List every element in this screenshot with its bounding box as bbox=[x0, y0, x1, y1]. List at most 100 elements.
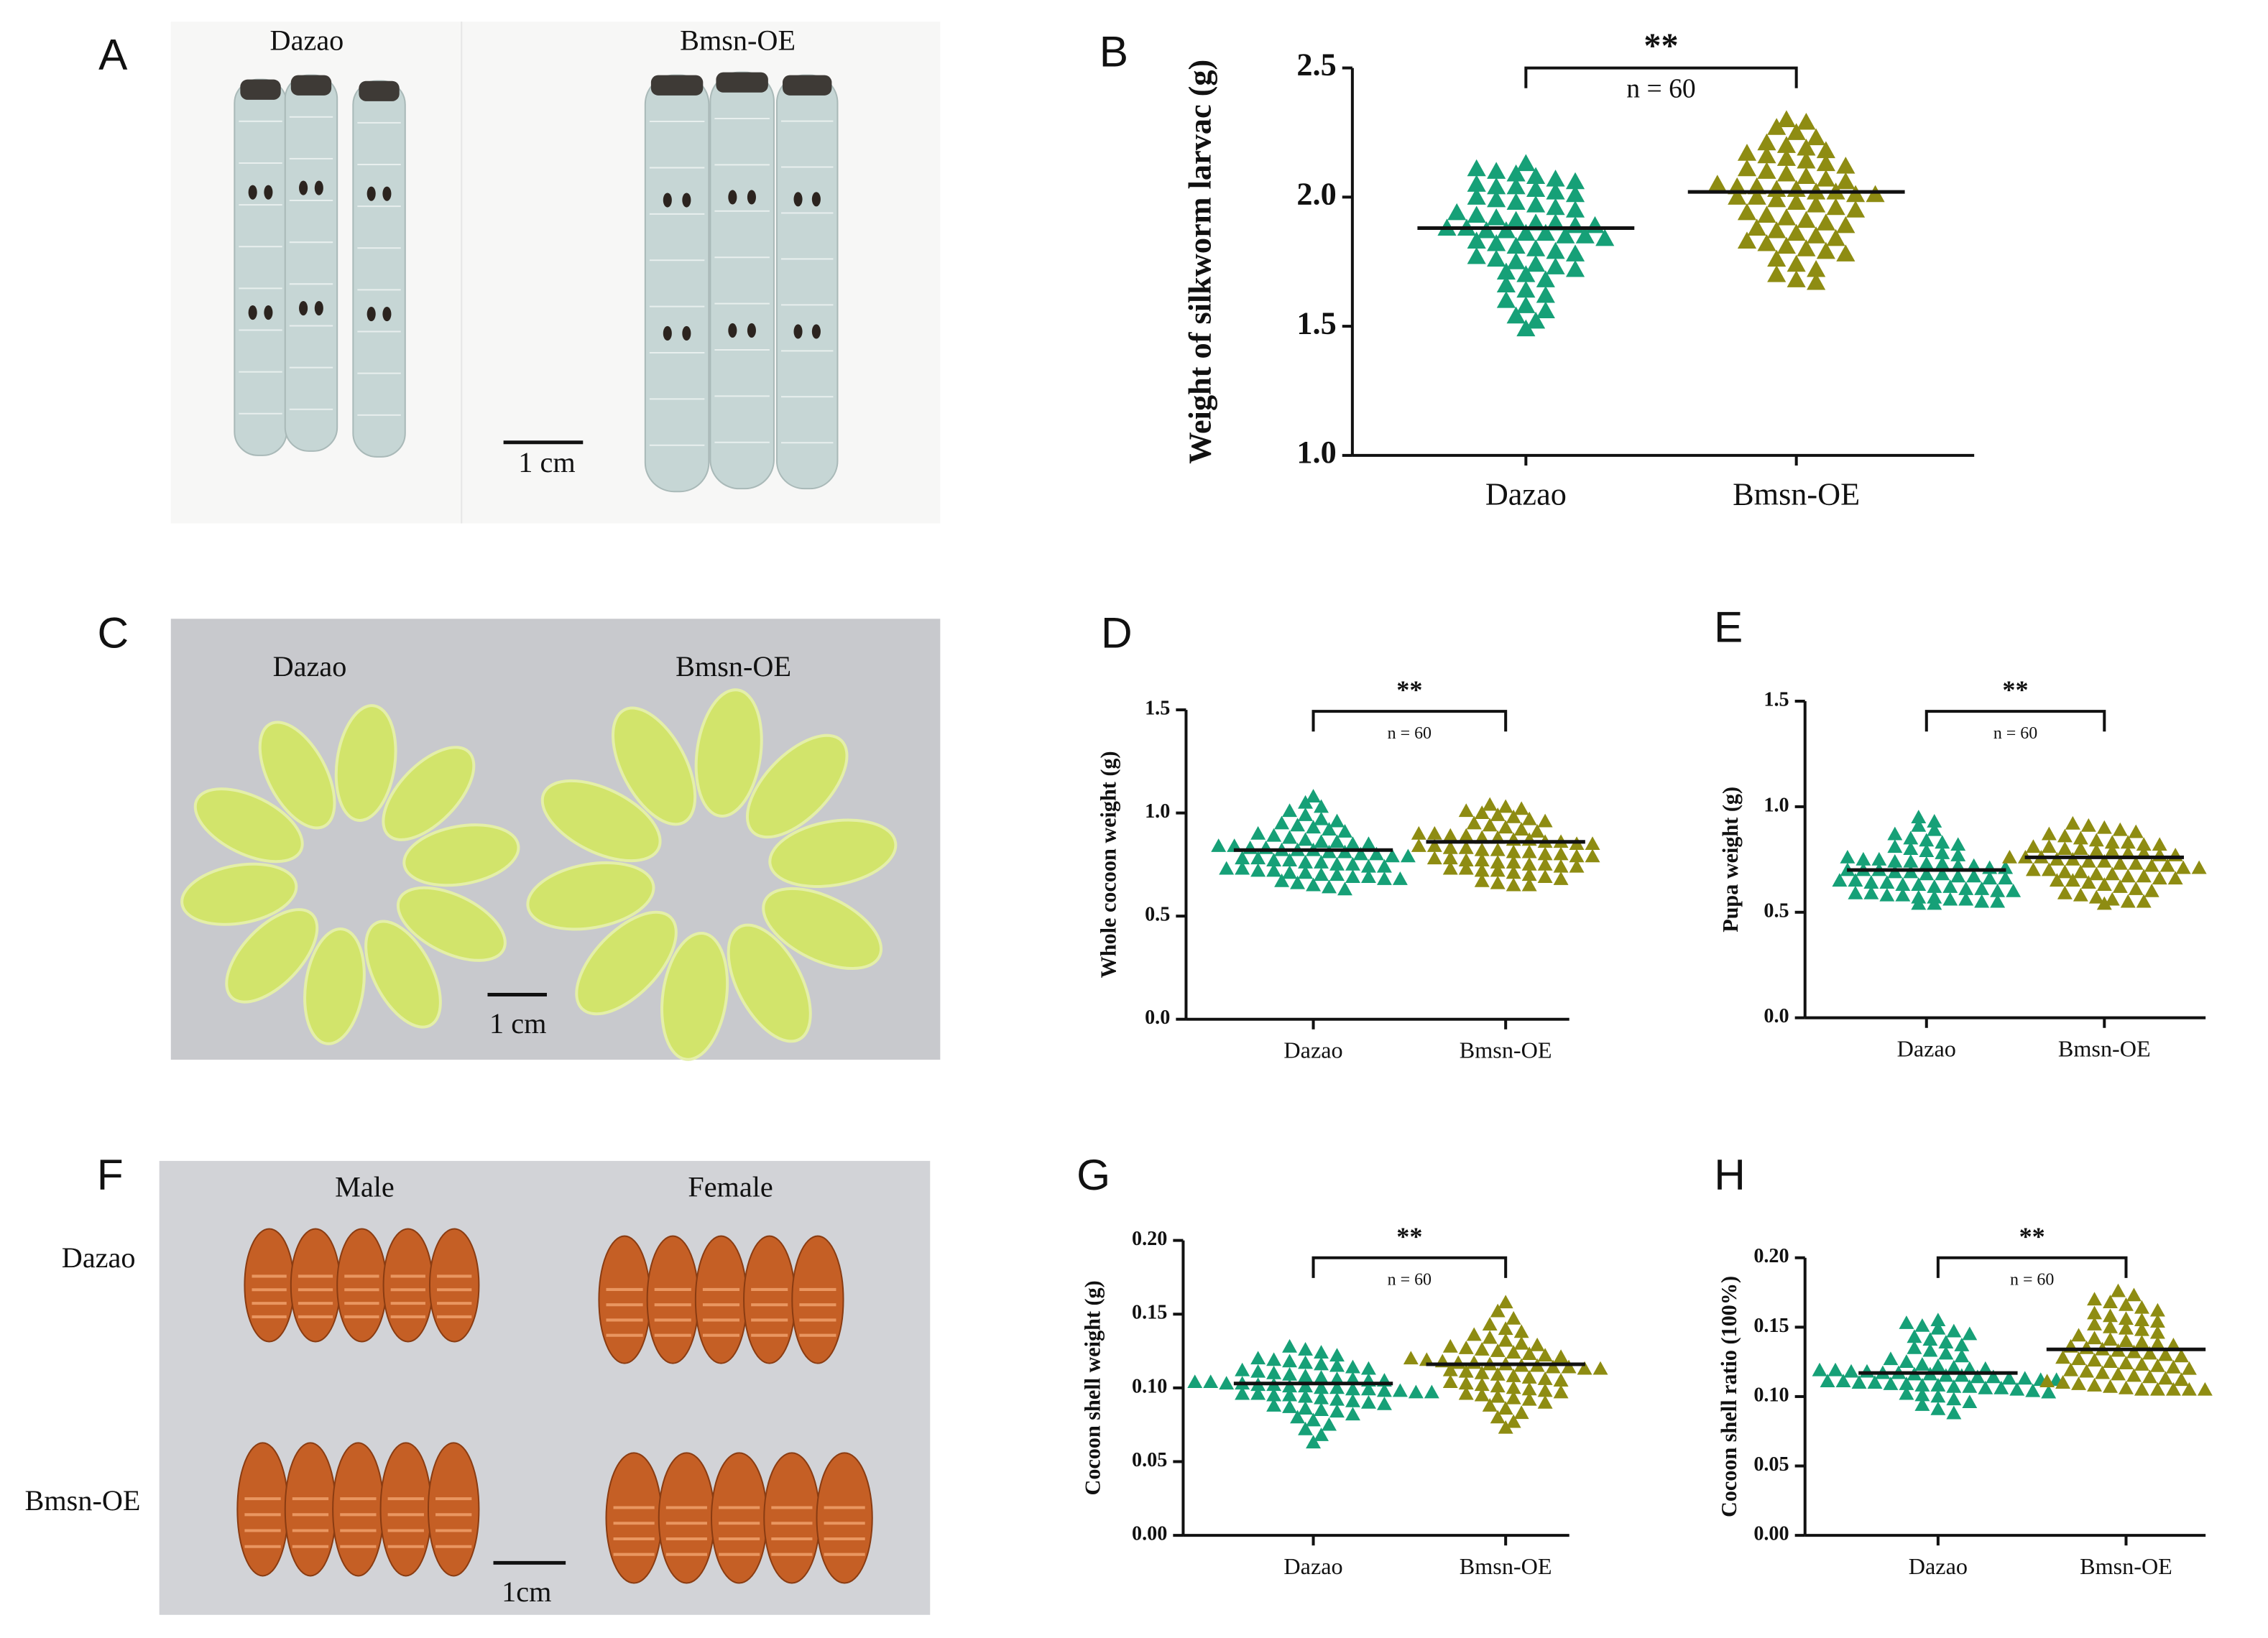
data-point bbox=[1914, 1318, 1930, 1332]
pupa bbox=[236, 1442, 289, 1577]
data-point bbox=[1526, 254, 1546, 272]
data-point bbox=[1498, 820, 1513, 834]
data-point bbox=[2087, 1353, 2102, 1367]
x-tick-label: Bmsn-OE bbox=[1460, 1553, 1552, 1579]
data-point bbox=[1490, 1410, 1506, 1424]
data-point bbox=[2103, 1379, 2118, 1393]
data-point bbox=[1290, 1410, 1306, 1424]
data-point bbox=[1546, 198, 1565, 216]
data-point bbox=[1352, 846, 1368, 861]
larva-spot bbox=[793, 192, 803, 207]
data-point bbox=[2073, 864, 2088, 879]
data-point bbox=[1250, 1386, 1266, 1400]
data-point bbox=[1314, 799, 1329, 813]
pupa bbox=[290, 1228, 341, 1343]
data-point bbox=[1537, 1383, 1553, 1397]
data-point bbox=[1776, 164, 1797, 182]
data-point bbox=[1914, 1387, 1930, 1402]
data-point bbox=[1314, 834, 1329, 848]
data-point bbox=[1982, 871, 1998, 885]
data-point bbox=[1298, 1421, 1314, 1435]
data-point bbox=[1490, 1343, 1506, 1357]
data-point bbox=[1879, 875, 1895, 889]
pupa bbox=[244, 1228, 295, 1343]
data-point bbox=[1282, 1354, 1298, 1368]
data-point bbox=[1757, 233, 1776, 251]
data-point bbox=[1506, 1380, 1521, 1394]
data-point bbox=[1954, 1337, 1970, 1351]
data-point bbox=[2181, 1382, 2197, 1396]
cocoon bbox=[660, 931, 729, 1061]
data-point bbox=[1466, 815, 1482, 830]
data-point bbox=[2049, 873, 2065, 887]
data-point bbox=[2112, 822, 2128, 836]
panel-letter: E bbox=[1714, 602, 1743, 651]
data-point bbox=[1187, 1374, 1203, 1389]
data-point bbox=[1482, 1317, 1498, 1331]
data-point bbox=[1526, 180, 1546, 198]
photo-label: Dazao bbox=[62, 1241, 136, 1274]
data-point bbox=[1376, 1396, 1392, 1410]
data-point bbox=[1935, 856, 1950, 870]
data-point bbox=[1816, 213, 1835, 231]
data-point bbox=[2157, 1371, 2173, 1385]
data-point bbox=[2136, 894, 2152, 908]
data-point bbox=[1424, 1384, 1439, 1399]
data-point bbox=[1487, 208, 1506, 226]
larva-spot bbox=[811, 324, 821, 339]
data-point bbox=[1266, 1352, 1282, 1366]
data-point bbox=[1938, 1335, 1954, 1348]
x-tick-label: Bmsn-OE bbox=[2080, 1553, 2172, 1579]
data-point bbox=[1490, 808, 1506, 821]
data-point bbox=[1553, 1373, 1569, 1387]
data-point bbox=[1360, 836, 1376, 851]
data-point bbox=[1250, 1351, 1266, 1365]
data-point bbox=[2144, 883, 2159, 897]
data-point bbox=[1337, 823, 1352, 838]
data-point bbox=[2120, 894, 2136, 908]
cocoon bbox=[612, 706, 697, 826]
data-point bbox=[1458, 1376, 1474, 1390]
y-tick-label: 1.5 bbox=[1764, 688, 1789, 711]
panel-letter: A bbox=[98, 29, 128, 78]
data-point bbox=[1458, 840, 1474, 854]
larva-spot bbox=[382, 307, 392, 322]
data-point bbox=[1946, 1379, 1962, 1393]
data-point bbox=[1516, 319, 1536, 337]
data-point bbox=[1306, 820, 1321, 834]
significance-label: ** bbox=[1644, 27, 1678, 65]
data-point bbox=[2126, 1287, 2142, 1302]
cocoon bbox=[364, 920, 442, 1029]
cocoon bbox=[258, 721, 336, 830]
data-point bbox=[1820, 1374, 1835, 1388]
data-point bbox=[1899, 1376, 1914, 1390]
data-point bbox=[1903, 830, 1919, 845]
data-point bbox=[2157, 1347, 2173, 1361]
data-point bbox=[1506, 1414, 1521, 1428]
data-point bbox=[1899, 1354, 1914, 1369]
data-point bbox=[2134, 1382, 2149, 1396]
data-point bbox=[1883, 1376, 1899, 1390]
data-point bbox=[2095, 1365, 2110, 1379]
data-point bbox=[1521, 1370, 1537, 1384]
pupa bbox=[694, 1235, 748, 1364]
cocoon bbox=[526, 861, 655, 931]
data-point bbox=[1835, 1374, 1851, 1388]
data-point bbox=[1895, 877, 1911, 891]
data-point bbox=[1787, 254, 1806, 272]
data-point bbox=[1585, 848, 1600, 863]
data-point bbox=[2025, 862, 2041, 876]
data-point bbox=[1911, 877, 1927, 891]
data-point bbox=[1466, 1355, 1482, 1369]
data-point bbox=[1360, 1361, 1376, 1375]
y-tick-label: 1.5 bbox=[1296, 305, 1336, 341]
larva-head bbox=[782, 75, 832, 96]
data-point bbox=[1836, 244, 1856, 262]
data-point bbox=[2191, 860, 2207, 874]
data-point bbox=[1826, 198, 1845, 216]
data-point bbox=[1737, 144, 1757, 161]
data-point bbox=[2080, 853, 2096, 868]
data-point bbox=[1496, 262, 1516, 280]
data-point bbox=[2181, 1361, 2197, 1375]
